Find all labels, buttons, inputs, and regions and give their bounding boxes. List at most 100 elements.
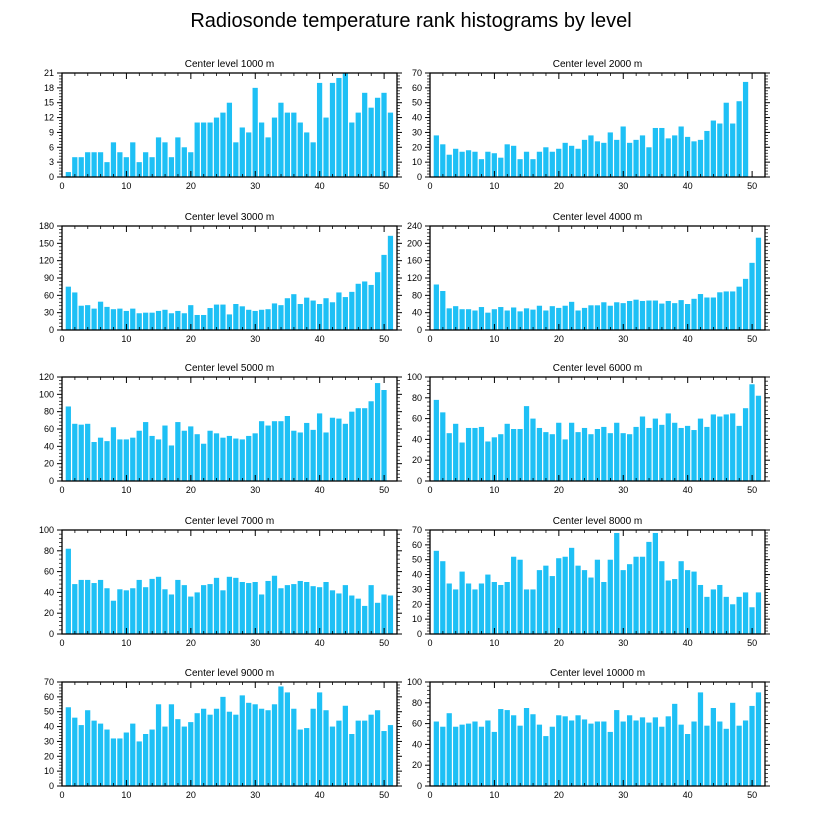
histogram-bar: [226, 576, 233, 634]
x-tick-label: 0: [427, 485, 432, 495]
histogram-bar: [684, 136, 691, 177]
x-tick-label: 50: [747, 334, 757, 344]
histogram-bar: [446, 308, 452, 330]
histogram-bar: [110, 600, 117, 634]
histogram-bar: [755, 592, 762, 634]
histogram-bar: [633, 720, 639, 786]
y-tick-label: 0: [49, 476, 54, 486]
histogram-bar: [556, 558, 562, 634]
histogram-bar: [472, 721, 478, 786]
histogram-bar: [478, 726, 485, 786]
histogram-bar: [368, 107, 374, 177]
histogram-bar: [284, 112, 291, 177]
histogram-bar: [387, 112, 394, 177]
panel-title: Center level 2000 m: [553, 59, 643, 70]
histogram-bar: [491, 731, 497, 786]
histogram-bar: [123, 732, 129, 786]
histogram-bar: [271, 303, 278, 330]
histogram-bar: [246, 435, 252, 481]
y-tick-label: 50: [44, 707, 54, 717]
histogram-bar: [342, 297, 348, 330]
histogram-bar: [478, 426, 485, 481]
histogram-bar: [459, 571, 465, 634]
histogram-bar: [646, 147, 652, 177]
x-tick-label: 50: [379, 790, 389, 800]
histogram-bar: [672, 703, 678, 786]
histogram-bar: [511, 556, 517, 634]
x-tick-label: 10: [489, 485, 499, 495]
histogram-bar: [446, 583, 452, 634]
histogram-bar: [523, 406, 530, 481]
histogram-bar: [355, 720, 361, 786]
histogram-bar: [85, 305, 91, 330]
histogram-bar: [607, 132, 613, 177]
histogram-bar: [110, 738, 117, 786]
x-tick-label: 20: [186, 485, 196, 495]
histogram-bar: [517, 159, 523, 177]
histogram-bar: [85, 579, 91, 634]
histogram-bar: [155, 137, 162, 177]
x-tick-label: 50: [747, 790, 757, 800]
histogram-bar: [717, 721, 723, 786]
x-tick-label: 50: [747, 485, 757, 495]
histogram-bar: [143, 152, 149, 177]
histogram-bar: [297, 304, 303, 330]
y-tick-label: 10: [44, 766, 54, 776]
histogram-bar: [433, 721, 439, 786]
y-tick-label: 200: [407, 238, 422, 248]
histogram-bar: [652, 300, 659, 330]
histogram-bar: [620, 570, 626, 634]
histogram-bar: [175, 137, 181, 177]
histogram-bar: [536, 427, 543, 481]
y-tick-label: 30: [44, 308, 54, 318]
x-tick-label: 40: [315, 334, 325, 344]
histogram-bar: [104, 162, 110, 177]
histogram-bar: [258, 708, 265, 786]
histogram-bar: [755, 395, 762, 481]
histogram-bar: [207, 714, 213, 786]
histogram-bar: [517, 311, 523, 330]
histogram-bar: [465, 150, 472, 177]
histogram-bar: [97, 723, 104, 786]
histogram-bar: [697, 692, 704, 786]
histogram-bar: [485, 574, 491, 634]
histogram-bar: [530, 309, 536, 330]
histogram-bar: [220, 304, 226, 330]
x-tick-label: 20: [186, 181, 196, 191]
histogram-bar: [556, 307, 562, 330]
histogram-bar: [265, 425, 271, 481]
histogram-bar: [336, 77, 342, 177]
histogram-bar: [239, 127, 245, 177]
histogram-bar: [130, 437, 136, 481]
histogram-bar: [684, 304, 691, 330]
histogram-bar: [672, 303, 678, 330]
histogram-bar: [549, 434, 555, 481]
histogram-bar: [543, 147, 549, 177]
histogram-bar: [194, 122, 200, 177]
histogram-bar: [149, 729, 155, 786]
histogram-bar: [201, 443, 207, 481]
histogram-bar: [110, 309, 117, 330]
histogram-bar: [652, 532, 659, 634]
histogram-bar: [652, 127, 659, 177]
histogram-bar: [155, 439, 162, 481]
histogram-bar: [742, 408, 749, 481]
histogram-bar: [523, 308, 530, 330]
histogram-bar: [672, 579, 678, 634]
histogram-bar: [626, 142, 633, 177]
y-tick-label: 10: [412, 157, 422, 167]
histogram-bar: [65, 707, 71, 786]
histogram-bar: [491, 153, 497, 177]
y-tick-label: 30: [412, 584, 422, 594]
y-tick-label: 40: [412, 113, 422, 123]
histogram-bar: [523, 151, 530, 177]
histogram-bar: [278, 588, 284, 634]
histogram-bar: [336, 593, 342, 634]
histogram-bar: [614, 139, 620, 177]
x-tick-label: 30: [618, 485, 628, 495]
histogram-bar: [284, 416, 291, 481]
x-tick-label: 20: [186, 790, 196, 800]
x-tick-label: 50: [747, 181, 757, 191]
histogram-bar: [736, 725, 742, 786]
histogram-bar: [175, 719, 181, 786]
